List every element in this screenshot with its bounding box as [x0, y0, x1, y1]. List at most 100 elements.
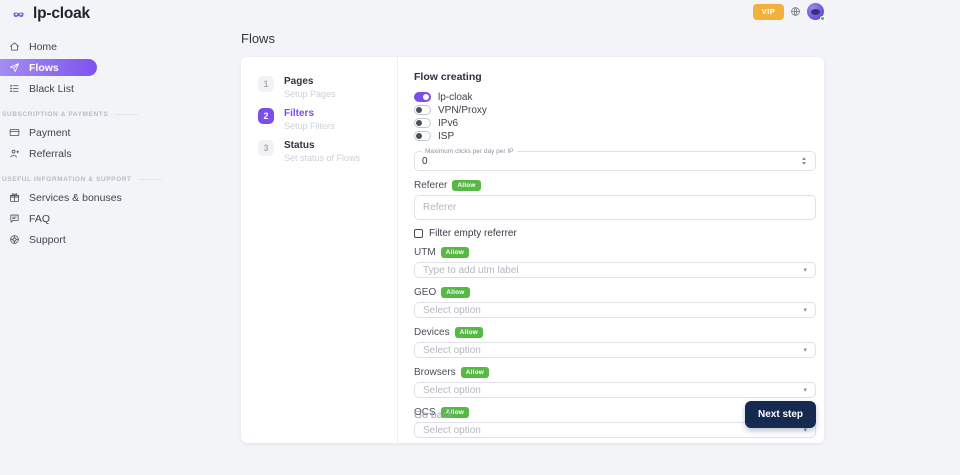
browsers-label-row: Browsers Allow — [414, 366, 816, 378]
geo-allow-badge[interactable]: Allow — [441, 286, 470, 298]
toggle-lp-cloak[interactable]: lp-cloak — [414, 92, 816, 103]
browsers-label: Browsers — [414, 366, 456, 378]
chevron-down-icon: ▾ — [803, 426, 807, 434]
select-placeholder: Select option — [423, 304, 481, 316]
brand-logo[interactable]: lp-cloak — [0, 0, 200, 23]
toggle-knob — [416, 107, 422, 113]
section-useful-info-support: USEFUL INFORMATION & SUPPORT — [0, 176, 200, 183]
geo-label-row: GEO Allow — [414, 286, 816, 298]
sidebar-item-faq[interactable]: FAQ — [0, 210, 200, 227]
list-icon — [9, 83, 20, 94]
sidebar-item-label: Home — [29, 40, 58, 53]
toggle-knob — [416, 120, 422, 126]
sidebar-item-payment[interactable]: Payment — [0, 124, 200, 141]
sidebar-item-home[interactable]: Home — [0, 38, 200, 55]
toggle-switch[interactable] — [414, 131, 431, 141]
filter-empty-referrer-checkbox[interactable] — [414, 228, 423, 238]
step-subtitle: Set status of Flows — [284, 153, 361, 163]
geo-label: GEO — [414, 286, 437, 298]
avatar[interactable] — [807, 3, 825, 21]
toggle-switch[interactable] — [414, 118, 431, 128]
browsers-select[interactable]: Select option ▾ — [414, 382, 816, 398]
step-filters[interactable]: 2 Filters Setup Filters — [258, 108, 397, 134]
brand-name: lp-cloak — [33, 5, 90, 22]
decrement-arrow-icon[interactable] — [802, 162, 806, 165]
filter-empty-referrer-row[interactable]: Filter empty referrer — [414, 227, 816, 239]
sidebar-item-support[interactable]: Support — [0, 231, 200, 248]
increment-arrow-icon[interactable] — [802, 157, 806, 160]
sidebar-item-services-bonuses[interactable]: Services & bonuses — [0, 189, 200, 206]
max-clicks-value: 0 — [422, 155, 428, 167]
step-status[interactable]: 3 Status Set status of Flows — [258, 140, 397, 166]
sidebar-item-flows[interactable]: Flows — [0, 59, 97, 76]
sidebar-nav: Home Flows Black List SUBSCRIPTION & PAY… — [0, 38, 200, 248]
go-back-button[interactable]: Go back — [414, 408, 454, 421]
utm-allow-badge[interactable]: Allow — [440, 246, 470, 258]
step-title: Pages — [284, 76, 314, 87]
chat-icon — [9, 213, 20, 224]
utm-label: UTM — [414, 246, 436, 258]
referer-allow-badge[interactable]: Allow — [452, 179, 481, 191]
sidebar: lp-cloak Home Flows Black List SUBSCRIPT… — [0, 0, 200, 475]
referer-input[interactable]: Referer — [414, 195, 816, 220]
step-subtitle: Setup Filters — [284, 121, 335, 131]
devices-allow-badge[interactable]: Allow — [454, 326, 483, 338]
section-divider — [137, 179, 162, 180]
ocs-label: OCS — [414, 406, 436, 418]
step-title: Status — [284, 140, 315, 151]
toggle-label: IPv6 — [438, 117, 459, 129]
add-user-icon — [9, 148, 20, 159]
devices-label-row: Devices Allow — [414, 326, 816, 338]
chevron-down-icon: ▾ — [803, 346, 807, 354]
select-placeholder: Select option — [423, 384, 481, 396]
devices-select[interactable]: Select option ▾ — [414, 342, 816, 358]
toggle-vpn-proxy[interactable]: VPN/Proxy — [414, 104, 816, 116]
sidebar-item-referrals[interactable]: Referrals — [0, 145, 200, 162]
lifebuoy-icon — [9, 234, 20, 245]
vip-button[interactable]: VIP — [753, 3, 784, 20]
sidebar-item-label: Services & bonuses — [29, 191, 122, 204]
referer-label-row: Referer Allow — [414, 179, 816, 191]
sidebar-item-label: Support — [29, 233, 66, 246]
select-placeholder: Select option — [423, 344, 481, 356]
utm-label-row: UTM Allow — [414, 246, 816, 258]
toggle-group: lp-cloak VPN/Proxy IPv6 ISP — [414, 92, 816, 142]
sidebar-item-label: Referrals — [29, 147, 72, 160]
step-subtitle: Setup Pages — [284, 89, 336, 99]
toggle-knob — [416, 133, 422, 139]
geo-select[interactable]: Select option ▾ — [414, 302, 816, 318]
max-clicks-label: Maximum clicks per day per IP — [422, 148, 517, 155]
sidebar-item-label: Payment — [29, 126, 71, 139]
toggle-label: VPN/Proxy — [438, 104, 487, 116]
toggle-knob — [423, 94, 429, 100]
toggle-switch[interactable] — [414, 92, 431, 102]
form-footer: Go back Next step — [414, 401, 816, 428]
step-pages[interactable]: 1 Pages Setup Pages — [258, 76, 397, 102]
language-globe-icon[interactable] — [790, 6, 801, 17]
toggle-ipv6[interactable]: IPv6 — [414, 117, 816, 129]
ocs-select[interactable]: Select option ▾ — [414, 422, 816, 438]
credit-card-icon — [9, 127, 20, 138]
gift-icon — [9, 192, 20, 203]
stepper: 1 Pages Setup Pages 2 Filters Setup Filt… — [241, 57, 398, 443]
sidebar-item-black-list[interactable]: Black List — [0, 80, 200, 97]
select-placeholder: Type to add utm label — [423, 264, 519, 276]
ocs-label-row: OCS Allow — [414, 406, 816, 418]
avatar-face — [811, 9, 820, 15]
section-divider — [114, 114, 139, 115]
toggle-switch[interactable] — [414, 105, 431, 115]
next-step-button[interactable]: Next step — [744, 401, 816, 428]
online-status-dot — [820, 16, 825, 21]
chevron-down-icon: ▾ — [803, 306, 807, 314]
chevron-down-icon: ▾ — [803, 266, 807, 274]
max-clicks-input[interactable]: Maximum clicks per day per IP 0 — [414, 148, 816, 171]
browsers-allow-badge[interactable]: Allow — [460, 366, 490, 378]
filters-form: Flow creating lp-cloak VPN/Proxy IPv6 IS… — [398, 57, 824, 443]
number-stepper[interactable] — [800, 155, 808, 167]
ocs-allow-badge[interactable]: Allow — [440, 406, 470, 418]
toggle-isp[interactable]: ISP — [414, 131, 816, 142]
filter-empty-referrer-label: Filter empty referrer — [429, 227, 517, 239]
form-heading: Flow creating — [414, 71, 482, 83]
home-icon — [9, 41, 20, 52]
utm-select[interactable]: Type to add utm label ▾ — [414, 262, 816, 278]
